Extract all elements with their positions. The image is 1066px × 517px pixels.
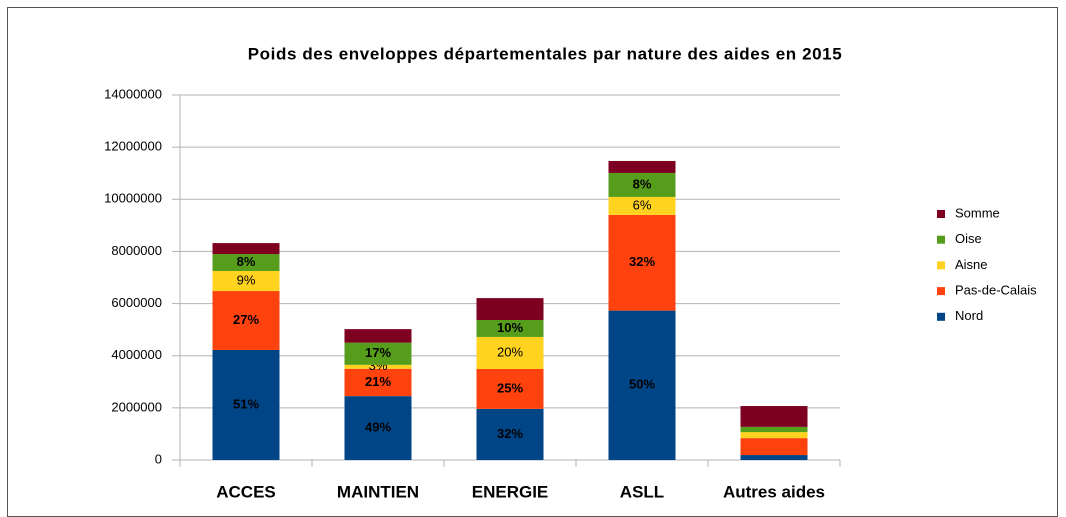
bar-segment bbox=[476, 319, 544, 337]
bar-label: 10% bbox=[497, 320, 523, 335]
bar-label: 49% bbox=[365, 420, 391, 435]
legend-label: Somme bbox=[955, 205, 1000, 220]
bar-segment bbox=[212, 270, 280, 292]
legend-swatch bbox=[937, 261, 945, 270]
bar-label: 17% bbox=[365, 345, 391, 360]
x-tick-label: ENERGIE bbox=[472, 482, 549, 501]
bar-segment bbox=[476, 298, 544, 320]
chart-title: Poids des enveloppes départementales par… bbox=[248, 44, 843, 63]
bar-segment bbox=[476, 369, 544, 409]
bar-label: 50% bbox=[629, 377, 655, 392]
legend-swatch bbox=[937, 287, 945, 296]
bar-segment bbox=[740, 406, 808, 427]
bar-label: 8% bbox=[633, 176, 652, 191]
bar-segment bbox=[740, 455, 808, 460]
legend-swatch bbox=[937, 312, 945, 321]
y-tick-label: 8000000 bbox=[111, 243, 162, 258]
bar-label: 27% bbox=[233, 312, 259, 327]
bar-segment bbox=[344, 364, 412, 369]
legend-swatch bbox=[937, 210, 945, 218]
y-tick-label: 6000000 bbox=[111, 295, 162, 310]
bar-segment bbox=[740, 438, 808, 456]
bar-label: 6% bbox=[633, 197, 652, 212]
legend-swatch bbox=[937, 235, 945, 244]
bar-segment bbox=[608, 214, 676, 311]
bar-label: 20% bbox=[497, 344, 523, 359]
bar-segment bbox=[212, 243, 280, 255]
bar-segment bbox=[212, 349, 280, 460]
y-tick-label: 12000000 bbox=[104, 139, 162, 154]
bar-segment bbox=[740, 432, 808, 439]
bar-segment bbox=[608, 196, 676, 215]
bar-label: 32% bbox=[629, 254, 655, 269]
x-tick-label: ACCES bbox=[216, 482, 276, 501]
bar-segment bbox=[344, 329, 412, 343]
bar-segment bbox=[740, 426, 808, 433]
legend-label: Nord bbox=[955, 308, 983, 323]
bar-label: 21% bbox=[365, 374, 391, 389]
y-tick-label: 0 bbox=[155, 451, 162, 466]
y-tick-label: 2000000 bbox=[111, 399, 162, 414]
bar-label: 51% bbox=[233, 396, 259, 411]
legend-label: Aisne bbox=[955, 257, 988, 272]
bar-segment bbox=[212, 291, 280, 350]
bar-segment bbox=[344, 396, 412, 460]
bar-segment bbox=[476, 336, 544, 370]
y-tick-label: 4000000 bbox=[111, 347, 162, 362]
bar-label: 8% bbox=[237, 254, 256, 269]
legend-label: Oise bbox=[955, 231, 982, 246]
y-tick-label: 10000000 bbox=[104, 191, 162, 206]
bar-segment bbox=[608, 160, 676, 173]
bar-label: 32% bbox=[497, 426, 523, 441]
bar-label: 25% bbox=[497, 380, 523, 395]
bar-segment bbox=[608, 172, 676, 197]
legend-label: Pas-de-Calais bbox=[955, 283, 1037, 298]
y-tick-label: 14000000 bbox=[104, 86, 162, 101]
bar-segment bbox=[212, 254, 280, 271]
x-tick-label: ASLL bbox=[620, 482, 664, 501]
bar-segment bbox=[476, 408, 544, 460]
bar-label: 9% bbox=[237, 272, 256, 287]
x-tick-label: Autres aides bbox=[723, 482, 825, 501]
x-tick-label: MAINTIEN bbox=[337, 482, 419, 501]
bar-segment bbox=[608, 310, 676, 460]
bar-segment bbox=[344, 368, 412, 397]
bar-segment bbox=[344, 342, 412, 365]
